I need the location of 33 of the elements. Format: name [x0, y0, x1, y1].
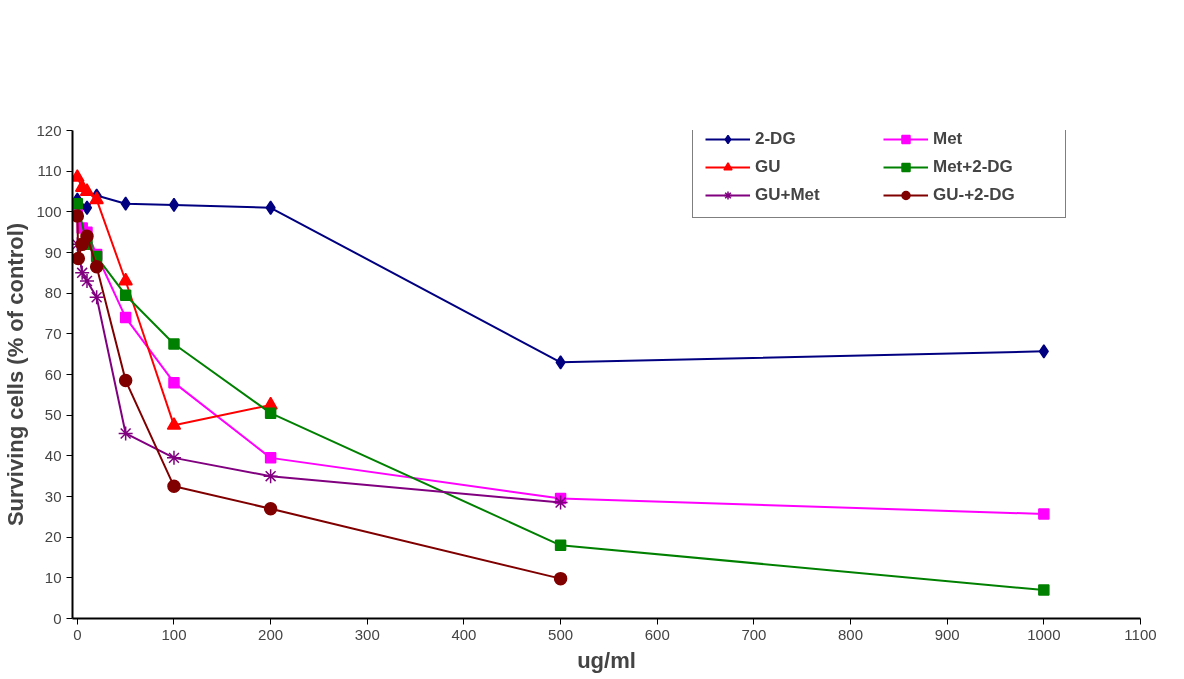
y-tick-label: 120 — [36, 121, 62, 139]
y-tick-label: 10 — [44, 568, 62, 586]
x-tick-label: 600 — [644, 625, 670, 643]
x-tick-label: 100 — [161, 625, 187, 643]
y-tick-label: 100 — [36, 202, 62, 220]
x-tick-label: 700 — [741, 625, 767, 643]
y-tick-label: 60 — [44, 365, 62, 383]
y-tick-label: 30 — [44, 487, 62, 505]
x-tick-label: 400 — [451, 625, 477, 643]
legend-label: Met — [933, 129, 964, 149]
legend-label: GU+Met — [755, 185, 821, 205]
x-tick-label: 300 — [354, 625, 380, 643]
x-tick-label: 1100 — [1124, 625, 1157, 643]
x-tick-label: 1000 — [1027, 625, 1061, 643]
y-tick-label: 0 — [53, 609, 62, 627]
x-tick-label: 800 — [838, 625, 864, 643]
legend-label: 2-DG — [755, 129, 797, 149]
y-tick-label: 80 — [44, 284, 62, 302]
y-tick-label: 40 — [44, 446, 62, 464]
x-tick-label: 200 — [258, 625, 284, 643]
y-tick-label: 20 — [44, 528, 62, 546]
legend-label: GU — [755, 157, 782, 177]
y-tick-label: 50 — [44, 406, 62, 424]
legend-label: GU-+2-DG — [933, 185, 1016, 205]
x-axis-title: ug/ml — [577, 647, 636, 673]
y-axis-title: Surviving cells (% of control) — [3, 222, 29, 527]
y-tick-label: 70 — [44, 324, 62, 342]
y-tick-label: 90 — [44, 243, 62, 261]
x-tick-label: 900 — [934, 625, 960, 643]
y-tick-label: 110 — [37, 162, 62, 180]
legend-label: Met+2-DG — [933, 157, 1014, 177]
x-tick-label: 0 — [73, 625, 82, 643]
x-tick-label: 500 — [548, 625, 574, 643]
